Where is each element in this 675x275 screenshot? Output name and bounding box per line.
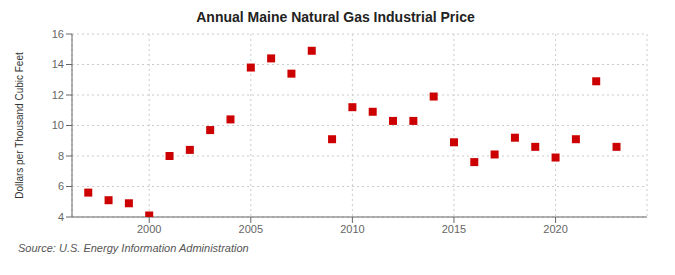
svg-text:2015: 2015: [442, 223, 466, 235]
svg-text:4: 4: [58, 211, 64, 223]
svg-text:2000: 2000: [137, 223, 161, 235]
svg-text:2010: 2010: [340, 223, 364, 235]
svg-text:12: 12: [52, 89, 64, 101]
svg-text:2020: 2020: [543, 223, 567, 235]
svg-text:2005: 2005: [239, 223, 263, 235]
svg-text:10: 10: [52, 119, 64, 131]
html-text:Source: U.S. Energy Informatio: Source: U.S. Energy Information Administ…: [18, 242, 249, 254]
svg-text:Dollars per Thousand Cubic Fee: Dollars per Thousand Cubic Feet: [14, 52, 25, 199]
svg-text:14: 14: [52, 58, 64, 70]
svg-text:6: 6: [58, 180, 64, 192]
svg-text:16: 16: [52, 28, 64, 40]
html-text:Annual Maine Natural Gas Indus: Annual Maine Natural Gas Industrial Pric…: [196, 9, 475, 25]
svg-text:8: 8: [58, 150, 64, 162]
